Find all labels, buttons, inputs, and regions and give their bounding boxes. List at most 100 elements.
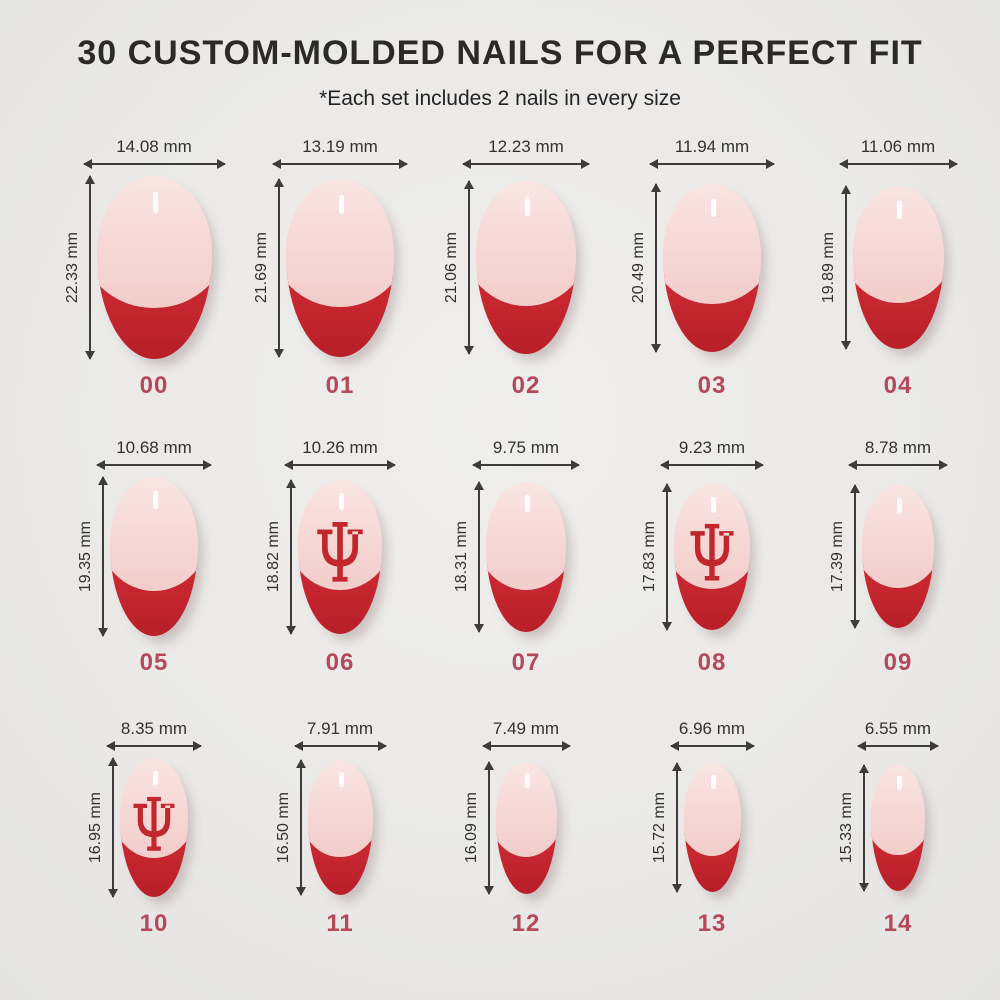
height-arrow [474, 480, 484, 633]
width-label: 8.78 mm [864, 438, 932, 457]
height-dimension: 19.35 mm [58, 474, 108, 639]
shine-highlight [525, 495, 531, 512]
shine-highlight [897, 497, 903, 514]
width-label: 13.19 mm [302, 137, 378, 156]
width-arrow [472, 460, 580, 470]
shine-highlight [339, 772, 345, 787]
size-number: 03 [697, 372, 727, 399]
size-number: 01 [325, 372, 355, 399]
width-arrow [272, 159, 408, 169]
width-dimension: 13.19 mm [272, 137, 408, 169]
shine-highlight [711, 198, 717, 218]
width-dimension: 6.96 mm [669, 719, 755, 751]
height-arrow [84, 175, 95, 360]
page-title: 30 CUSTOM-MOLDED NAILS FOR A PERFECT FIT [77, 34, 923, 72]
height-label: 16.50 mm [274, 791, 292, 864]
size-number: 08 [697, 649, 727, 676]
width-arrow [96, 460, 212, 470]
width-arrow [848, 460, 948, 470]
width-label: 11.06 mm [860, 137, 936, 156]
size-number: 11 [326, 910, 354, 937]
nail-row-1: 14.08 mm 22.33 mm 00 13.19 mm 21.69 mm 01 12.2… [0, 137, 1000, 400]
width-label: 6.55 mm [864, 719, 932, 738]
size-number: 00 [139, 372, 169, 399]
shine-highlight [525, 196, 530, 216]
height-arrow [464, 180, 474, 355]
size-number: 07 [511, 649, 541, 676]
shine-highlight [152, 192, 158, 213]
height-arrow [840, 185, 851, 350]
nail-10 [120, 758, 188, 897]
nail-cell-09: 8.78 mm 17.39 mm 09 [779, 438, 965, 677]
nail-cell-02: 12.23 mm 21.06 mm 02 [407, 137, 593, 400]
height-dimension: 22.33 mm [45, 173, 95, 362]
size-number: 09 [883, 649, 913, 676]
height-arrow [274, 177, 284, 358]
nail-row-3: 8.35 mm 16.95 mm 10 7.91 mm 16.50 mm 11 7.49 m… [0, 719, 1000, 938]
size-number: 06 [325, 649, 355, 676]
nail-07 [486, 481, 566, 632]
nail-04 [852, 186, 944, 349]
height-dimension: 16.50 mm [256, 755, 306, 900]
nail-11 [307, 760, 373, 895]
nail-row-2: 10.68 mm 19.35 mm 05 10.26 mm 18.82 mm 06 9.75… [0, 438, 1000, 677]
height-arrow [651, 182, 661, 353]
width-arrow [649, 159, 775, 169]
height-label: 18.82 mm [265, 520, 282, 593]
nail-cell-05: 10.68 mm 19.35 mm 05 [35, 438, 221, 677]
height-dimension: 21.06 mm [424, 173, 474, 362]
height-dimension: 19.89 mm [801, 173, 851, 362]
height-label: 15.72 mm [650, 791, 668, 864]
width-dimension: 7.49 mm [481, 719, 571, 751]
width-dimension: 9.75 mm [472, 438, 580, 470]
shine-highlight [339, 493, 345, 511]
width-arrow [462, 159, 590, 169]
height-dimension: 20.49 mm [611, 173, 661, 362]
nail-cell-04: 11.06 mm 19.89 mm 04 [779, 137, 965, 400]
height-dimension: 16.95 mm [68, 755, 118, 900]
shine-highlight [897, 200, 903, 219]
width-arrow [106, 741, 202, 751]
nail-00 [96, 176, 212, 359]
height-label: 16.09 mm [462, 791, 480, 864]
nail-cell-11: 7.91 mm 16.50 mm 11 [221, 719, 407, 938]
indiana-university-logo [690, 523, 734, 581]
width-dimension: 12.23 mm [462, 137, 590, 169]
width-dimension: 6.55 mm [857, 719, 939, 751]
size-number: 10 [139, 910, 169, 937]
width-dimension: 10.68 mm [96, 438, 212, 470]
width-arrow [82, 159, 226, 169]
header: 30 CUSTOM-MOLDED NAILS FOR A PERFECT FIT… [0, 0, 1000, 111]
shine-highlight [153, 770, 159, 786]
height-label: 18.31 mm [453, 520, 470, 593]
shine-highlight [525, 773, 531, 788]
nail-14 [871, 764, 925, 891]
width-label: 8.35 mm [120, 719, 188, 738]
height-dimension: 15.72 mm [632, 755, 682, 900]
height-label: 17.39 mm [829, 520, 846, 593]
shine-highlight [711, 774, 717, 789]
width-arrow [284, 460, 396, 470]
height-label: 16.95 mm [87, 791, 104, 864]
size-number: 04 [883, 372, 913, 399]
width-arrow [293, 741, 387, 751]
nail-cell-14: 6.55 mm 15.33 mm 14 [779, 719, 965, 938]
nail-cell-08: 9.23 mm 17.83 mm 08 [593, 438, 779, 677]
indiana-university-logo [317, 522, 363, 582]
nail-02 [476, 181, 576, 354]
shine-highlight [153, 491, 159, 509]
width-arrow [481, 741, 571, 751]
width-label: 9.23 mm [678, 438, 746, 457]
height-dimension: 15.33 mm [819, 755, 869, 900]
height-arrow [671, 762, 682, 893]
height-arrow [662, 482, 672, 631]
nail-09 [862, 485, 934, 628]
height-arrow [859, 763, 869, 892]
nail-05 [110, 477, 198, 636]
nail-06 [298, 479, 382, 634]
width-label: 6.96 mm [678, 719, 746, 738]
width-dimension: 11.06 mm [838, 137, 958, 169]
height-dimension: 21.69 mm [234, 173, 284, 362]
nail-cell-07: 9.75 mm 18.31 mm 07 [407, 438, 593, 677]
nail-cell-03: 11.94 mm 20.49 mm 03 [593, 137, 779, 400]
